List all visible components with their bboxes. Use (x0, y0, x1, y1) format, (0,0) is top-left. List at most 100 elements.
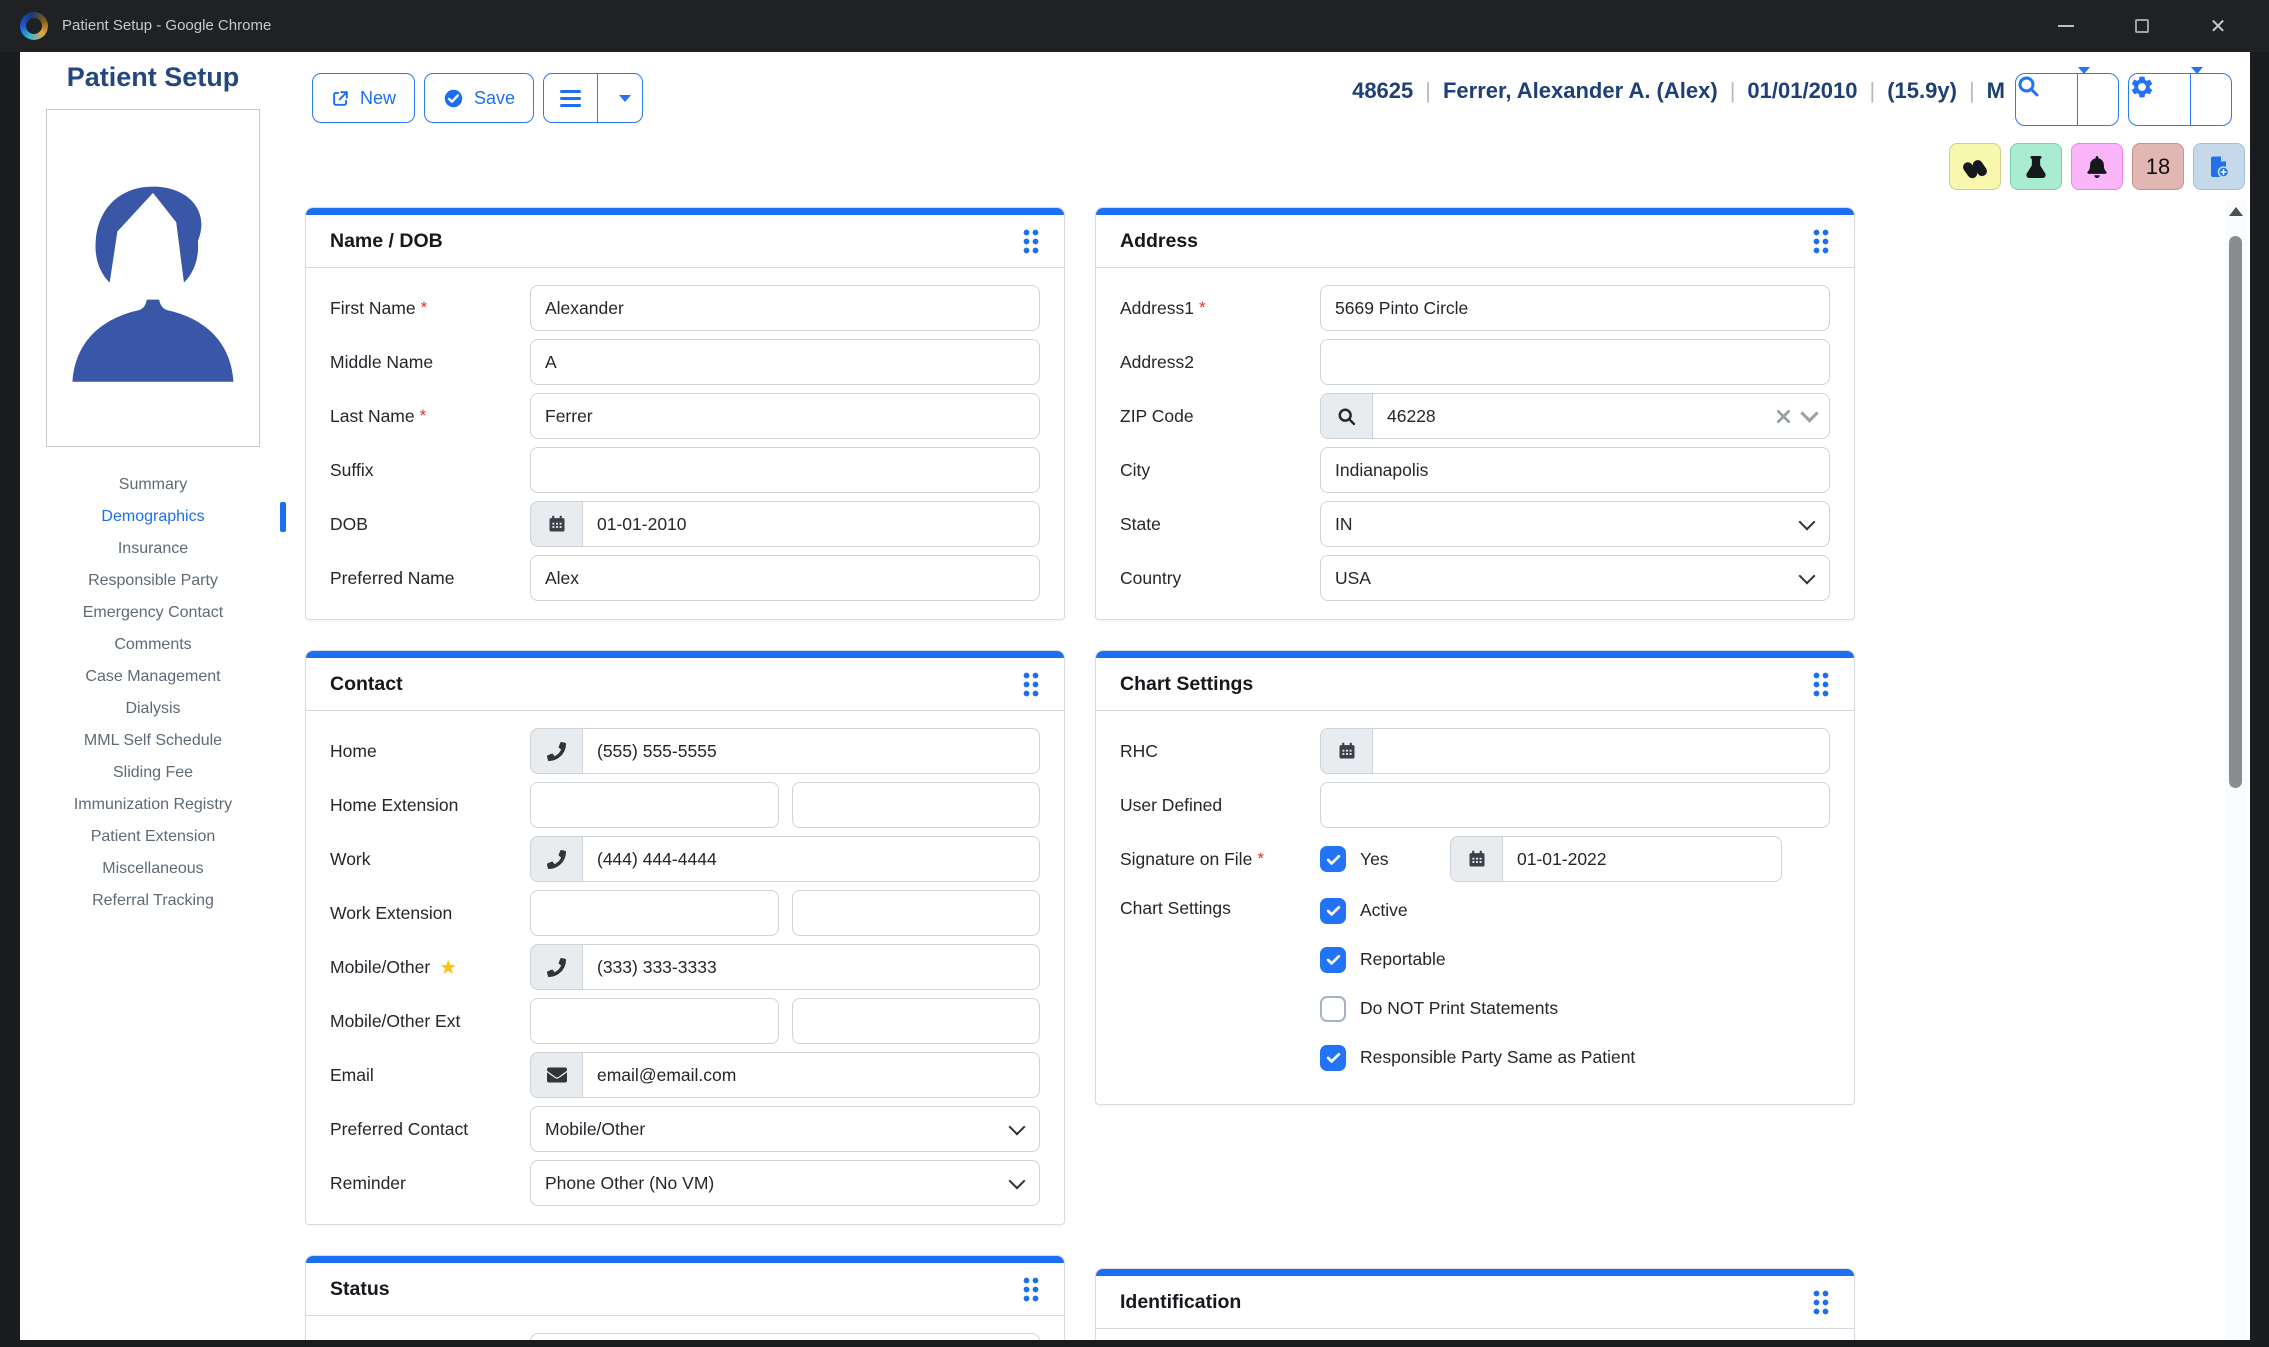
city-input[interactable] (1320, 447, 1830, 493)
scrollbar[interactable] (2225, 200, 2247, 1340)
rhc-date-input[interactable] (1372, 728, 1830, 774)
work-ext-input-2[interactable] (791, 890, 1040, 936)
sidebar-item-miscellaneous[interactable]: Miscellaneous (102, 860, 204, 877)
new-button[interactable]: New (312, 73, 416, 123)
menu-split-button (543, 73, 644, 123)
sidebar-item-patient-extension[interactable]: Patient Extension (90, 828, 216, 845)
calendar-button[interactable] (1320, 728, 1372, 774)
sidebar-item-immunization-registry[interactable]: Immunization Registry (73, 796, 233, 813)
menu-dropdown-button[interactable] (608, 74, 642, 122)
sidebar-item-dialysis[interactable]: Dialysis (125, 700, 181, 717)
minimize-button[interactable] (2041, 6, 2091, 46)
toolbar: New Save (312, 73, 644, 123)
responsible-party-same-checkbox[interactable] (1320, 1044, 1346, 1071)
middle-name-input[interactable] (530, 339, 1040, 385)
required-asterisk: * (1257, 849, 1264, 868)
first-name-input[interactable] (530, 285, 1040, 331)
work-ext-input-1[interactable] (530, 890, 779, 936)
chevron-down-icon[interactable] (1800, 404, 1819, 423)
zip-input[interactable] (1372, 393, 1830, 439)
drag-handle-icon[interactable] (1022, 228, 1040, 255)
zip-search-button[interactable] (1320, 393, 1372, 439)
sidebar-item-responsible-party[interactable]: Responsible Party (88, 572, 218, 589)
reportable-checkbox[interactable] (1320, 946, 1346, 973)
dob-input[interactable] (582, 501, 1040, 547)
age-badge[interactable]: 18 (2132, 143, 2184, 190)
maximize-button[interactable] (2117, 6, 2167, 46)
mobile-ext-input-1[interactable] (530, 998, 779, 1044)
close-button[interactable]: ✕ (2209, 15, 2227, 38)
signature-date-input[interactable] (1502, 836, 1782, 882)
home-phone-input[interactable] (582, 728, 1040, 774)
address1-input[interactable] (1320, 285, 1830, 331)
chevron-down-icon (2191, 67, 2203, 91)
phone-addon (530, 728, 582, 774)
scrollbar-thumb[interactable] (2229, 236, 2242, 788)
patient-search-button[interactable] (2016, 74, 2078, 125)
sidebar-item-sliding-fee[interactable]: Sliding Fee (112, 764, 194, 781)
contact-panel: Contact Home (305, 650, 1065, 1225)
main-area: New Save 48625 | Ferrer, Alexander A. (A… (286, 52, 2250, 1340)
phone-addon (530, 836, 582, 882)
required-asterisk: * (419, 406, 427, 425)
mobile-ext-input-2[interactable] (791, 998, 1040, 1044)
sidebar-item-case-management[interactable]: Case Management (85, 668, 221, 685)
preferred-name-input[interactable] (530, 555, 1040, 601)
active-checkbox[interactable] (1320, 897, 1346, 924)
patient-photo[interactable] (46, 109, 260, 447)
window-title: Patient Setup - Google Chrome (62, 17, 272, 34)
patient-setup-app: Patient Setup Summary Demographics Insur… (20, 52, 2250, 1340)
save-button[interactable]: Save (424, 73, 535, 123)
page-title: Patient Setup (66, 62, 240, 92)
search-dropdown-button[interactable] (2078, 67, 2118, 125)
drag-handle-icon[interactable] (1022, 671, 1040, 698)
user-defined-input[interactable] (1320, 782, 1830, 828)
sidebar-item-comments[interactable]: Comments (114, 636, 192, 653)
address2-input[interactable] (1320, 339, 1830, 385)
sidebar-item-summary[interactable]: Summary (118, 476, 188, 493)
signature-on-file-checkbox[interactable] (1320, 846, 1346, 872)
alerts-badge[interactable] (2071, 143, 2123, 190)
drag-handle-icon[interactable] (1812, 228, 1830, 255)
work-phone-input[interactable] (582, 836, 1040, 882)
clear-icon[interactable] (1776, 409, 1791, 424)
right-column: Address Address1* Address2 Z (1095, 207, 1855, 1340)
panel-title: Name / DOB (330, 230, 443, 252)
drag-handle-icon[interactable] (1022, 1276, 1040, 1303)
sidebar-item-emergency-contact[interactable]: Emergency Contact (82, 604, 224, 621)
sidebar-item-referral-tracking[interactable]: Referral Tracking (92, 892, 214, 909)
marital-select[interactable]: Married (530, 1333, 1040, 1340)
home-ext-input-2[interactable] (791, 782, 1040, 828)
home-ext-input-1[interactable] (530, 782, 779, 828)
settings-dropdown-button[interactable] (2191, 67, 2231, 125)
add-document-badge[interactable] (2193, 143, 2245, 190)
country-select[interactable]: USA (1320, 555, 1830, 601)
reminder-select[interactable]: Phone Other (No VM) (530, 1160, 1040, 1206)
scroll-up-arrow[interactable] (2229, 207, 2243, 216)
email-input[interactable] (582, 1052, 1040, 1098)
preferred-contact-select[interactable]: Mobile/Other (530, 1106, 1040, 1152)
patient-sex: M (1986, 78, 2005, 103)
menu-button[interactable] (544, 74, 599, 122)
suffix-input[interactable] (530, 447, 1040, 493)
calendar-button[interactable] (1450, 836, 1502, 882)
labs-badge[interactable] (2010, 143, 2062, 190)
panel-title: Identification (1120, 1291, 1242, 1313)
drag-handle-icon[interactable] (1812, 671, 1830, 698)
app-favicon-icon (20, 12, 48, 40)
sidebar-item-demographics[interactable]: Demographics (20, 501, 286, 533)
window-titlebar: Patient Setup - Google Chrome ✕ (0, 0, 2269, 52)
settings-button[interactable] (2129, 74, 2191, 125)
maximize-icon (2135, 19, 2149, 33)
search-split-button (2015, 67, 2119, 126)
sidebar-item-mml-self-schedule[interactable]: MML Self Schedule (83, 732, 223, 749)
drag-handle-icon[interactable] (1812, 1289, 1830, 1316)
medications-badge[interactable] (1949, 143, 2001, 190)
mobile-phone-input[interactable] (582, 944, 1040, 990)
state-select[interactable]: IN (1320, 501, 1830, 547)
calendar-button[interactable] (530, 501, 582, 547)
do-not-print-statements-checkbox[interactable] (1320, 995, 1346, 1022)
last-name-input[interactable] (530, 393, 1040, 439)
gear-icon (2131, 76, 2153, 98)
sidebar-item-insurance[interactable]: Insurance (117, 540, 189, 557)
